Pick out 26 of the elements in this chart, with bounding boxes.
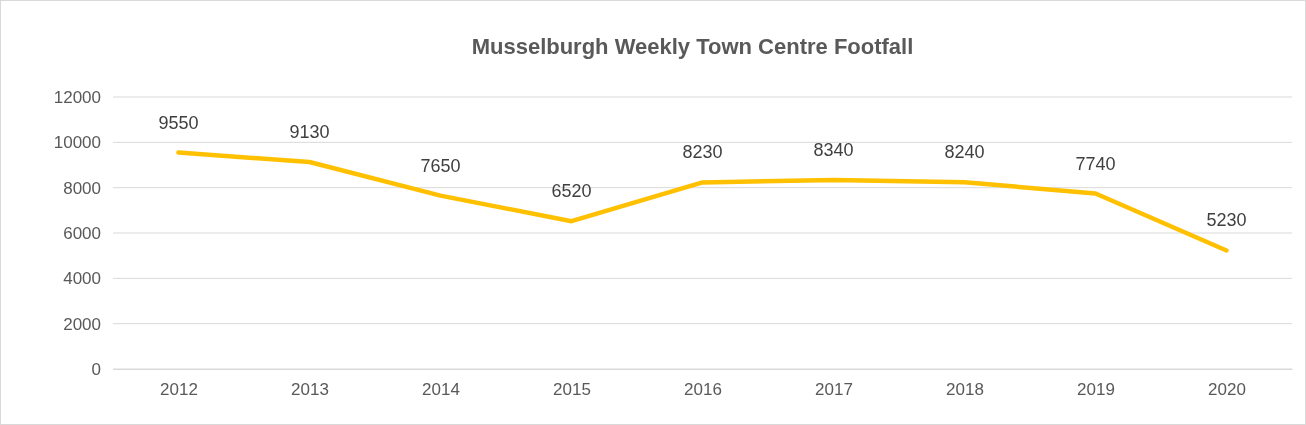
y-tick-label: 12000 (53, 87, 101, 107)
x-tick-label: 2019 (1077, 380, 1115, 400)
data-label: 6520 (551, 181, 592, 202)
data-label: 7650 (420, 155, 461, 176)
y-tick-label: 0 (91, 359, 101, 379)
data-label: 7740 (1075, 153, 1116, 174)
data-label: 8230 (682, 142, 723, 163)
data-label: 8240 (944, 142, 985, 163)
y-tick-label: 10000 (53, 133, 101, 153)
x-tick-label: 2018 (946, 380, 984, 400)
y-tick-label: 4000 (63, 269, 101, 289)
x-tick-label: 2020 (1208, 380, 1246, 400)
x-tick-label: 2014 (422, 380, 460, 400)
data-label: 9130 (289, 122, 330, 143)
data-label: 5230 (1206, 210, 1247, 231)
y-tick-label: 2000 (63, 314, 101, 334)
x-tick-label: 2017 (815, 380, 853, 400)
chart-title: Musselburgh Weekly Town Centre Footfall (471, 34, 914, 59)
x-tick-label: 2013 (291, 380, 329, 400)
x-tick-label: 2012 (160, 380, 198, 400)
x-tick-label: 2015 (553, 380, 591, 400)
data-label: 8340 (813, 139, 854, 160)
x-tick-label: 2016 (684, 380, 722, 400)
data-label: 9550 (158, 112, 199, 133)
y-tick-label: 6000 (63, 223, 101, 243)
y-tick-label: 8000 (63, 178, 101, 198)
